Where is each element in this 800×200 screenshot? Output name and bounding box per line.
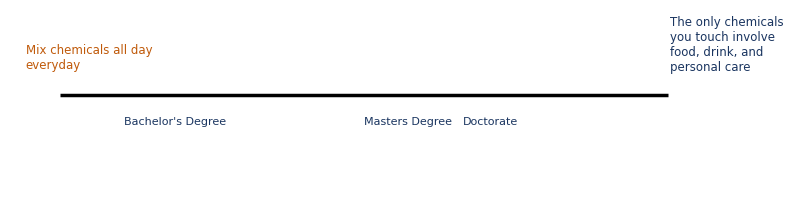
Text: The only chemicals
you touch involve
food, drink, and
personal care: The only chemicals you touch involve foo… bbox=[670, 16, 784, 74]
Text: Masters Degree: Masters Degree bbox=[364, 116, 452, 126]
Text: Doctorate: Doctorate bbox=[462, 116, 518, 126]
Text: Bachelor's Degree: Bachelor's Degree bbox=[124, 116, 226, 126]
Text: Mix chemicals all day
everyday: Mix chemicals all day everyday bbox=[26, 44, 152, 72]
